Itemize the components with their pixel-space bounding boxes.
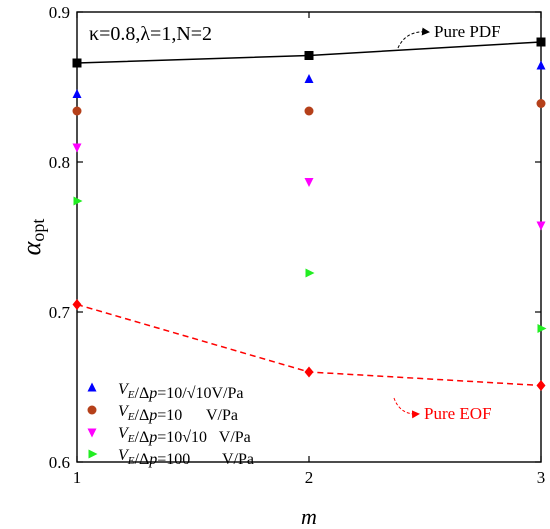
legend-label-part: =10√10 V/Pa	[157, 429, 251, 446]
legend-label: VE/Δp=10 V/Pa	[118, 403, 238, 424]
legend-marker	[87, 405, 97, 415]
legend-label-part: p	[148, 451, 157, 468]
legend-label-part: /Δ	[135, 429, 150, 446]
data-point	[73, 196, 83, 206]
data-point	[536, 37, 546, 47]
y-tick-label: 0.9	[49, 3, 70, 22]
data-point	[304, 51, 314, 60]
data-point	[72, 58, 82, 68]
x-tick-label: 1	[73, 468, 82, 487]
legend-label-part: /Δ	[135, 385, 150, 402]
legend-label-part: V	[118, 425, 130, 442]
legend-label-part: /Δ	[135, 407, 150, 424]
legend-label: VE/Δp=10√10 V/Pa	[118, 425, 251, 446]
series-layer	[72, 37, 547, 391]
data-point	[304, 106, 314, 116]
legend-label-part: p	[148, 385, 157, 402]
legend-label-part: E	[127, 389, 135, 401]
legend-label-part: E	[127, 455, 135, 467]
legend-marker	[87, 428, 97, 438]
pure-pdf-arrow	[397, 27, 430, 49]
legend-label-part: =10/√10V/Pa	[157, 385, 243, 402]
legend-label-part: /Δ	[135, 451, 150, 468]
data-point	[304, 74, 314, 83]
legend-label-part: V	[118, 381, 130, 398]
x-tick-label: 3	[537, 468, 546, 487]
legend-label: VE/Δp=10/√10V/Pa	[118, 381, 244, 402]
y-tick-label: 0.7	[49, 303, 71, 322]
y-tick-label: 0.6	[49, 453, 70, 472]
series-1	[72, 299, 546, 391]
data-point	[536, 60, 546, 70]
data-point	[537, 324, 547, 333]
data-point	[536, 99, 546, 108]
x-tick-label: 2	[305, 468, 314, 487]
series-5	[73, 196, 547, 333]
y-axis-title: αopt	[17, 219, 48, 256]
legend-label-part: V	[118, 403, 130, 420]
y-tick-label: 0.8	[49, 153, 70, 172]
legend-label-part: V	[118, 447, 130, 464]
pure-eof-arrow	[393, 397, 420, 419]
series-0	[72, 37, 546, 68]
legend-label-part: =10 V/Pa	[157, 407, 238, 424]
x-axis-title: m	[301, 504, 317, 529]
data-point	[305, 268, 315, 278]
data-point	[304, 366, 314, 378]
legend-label-part: E	[127, 411, 135, 423]
legend-marker	[87, 382, 97, 392]
parameter-label: κ=0.8,λ=1,N=2	[89, 23, 212, 45]
legend-item: VE/Δp=10 V/Pa	[87, 403, 238, 424]
legend-item: VE/Δp=100 V/Pa	[88, 447, 254, 468]
legend-item: VE/Δp=10√10 V/Pa	[87, 425, 251, 446]
data-point	[536, 221, 546, 231]
legend-label: VE/Δp=100 V/Pa	[118, 447, 254, 468]
data-point	[304, 178, 314, 187]
series-3	[72, 99, 546, 116]
data-point	[72, 89, 82, 98]
legend-item: VE/Δp=10/√10V/Pa	[87, 381, 244, 402]
pure-eof-label: Pure EOF	[424, 404, 492, 423]
legend-label-part: =100 V/Pa	[157, 451, 254, 468]
legend-marker	[88, 449, 98, 459]
y-axis-title-sub: opt	[28, 219, 48, 242]
data-point	[72, 106, 82, 116]
data-point	[72, 299, 82, 310]
series-2	[72, 60, 546, 98]
legend-label-part: E	[127, 433, 135, 445]
legend-label-part: p	[148, 407, 157, 424]
series-4	[72, 143, 546, 231]
data-point	[72, 143, 82, 153]
y-axis-title-main: α	[17, 240, 46, 255]
pure-pdf-label: Pure PDF	[434, 22, 501, 41]
data-point	[536, 380, 546, 391]
legend-label-part: p	[148, 429, 157, 446]
axis-ticks: 1 2 3 0.6 0.7 0.8 0.9	[49, 3, 546, 487]
